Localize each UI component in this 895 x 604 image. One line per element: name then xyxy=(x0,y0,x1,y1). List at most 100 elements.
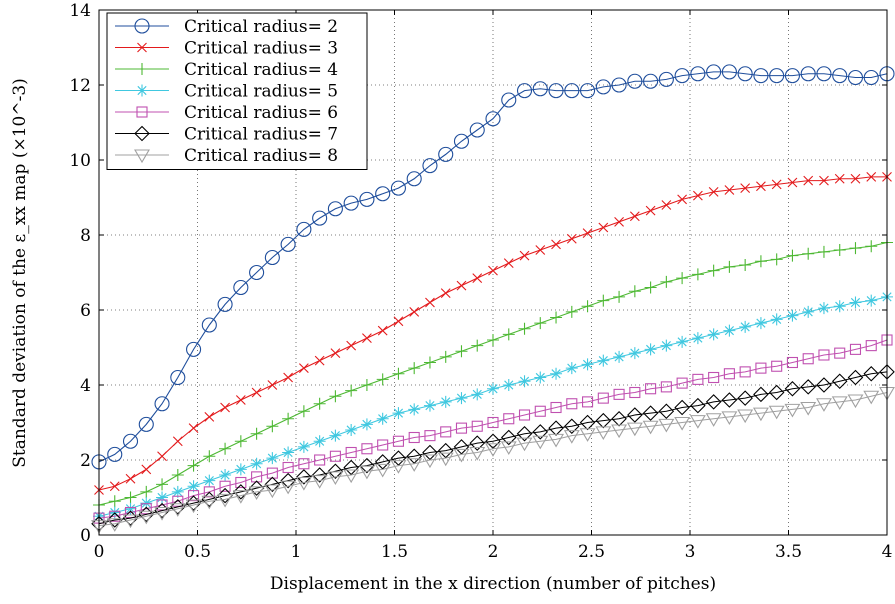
data-point xyxy=(737,409,754,424)
data-point xyxy=(171,469,184,481)
y-tick-label: 12 xyxy=(69,76,91,96)
data-point xyxy=(831,373,848,390)
data-point xyxy=(235,476,247,489)
data-point xyxy=(188,490,200,502)
data-point xyxy=(564,418,580,435)
data-point xyxy=(220,402,230,413)
data-point xyxy=(771,179,782,190)
data-point xyxy=(787,177,798,188)
data-point xyxy=(691,268,704,281)
data-point xyxy=(264,476,281,493)
data-point xyxy=(359,457,375,474)
data-point xyxy=(834,173,845,184)
data-point xyxy=(721,64,737,80)
data-point xyxy=(802,247,815,260)
data-point xyxy=(251,387,262,398)
data-point xyxy=(282,446,295,459)
data-point xyxy=(187,480,200,493)
data-point xyxy=(784,403,801,418)
data-point xyxy=(768,384,785,401)
data-point xyxy=(266,452,279,465)
data-point xyxy=(645,383,657,395)
data-point xyxy=(771,360,783,372)
data-point xyxy=(329,450,341,462)
data-point xyxy=(581,358,594,371)
legend-marker xyxy=(134,18,150,34)
data-point xyxy=(107,446,123,462)
data-point xyxy=(138,510,155,525)
series-line xyxy=(98,176,887,491)
data-point xyxy=(786,309,799,322)
data-point xyxy=(122,514,139,529)
series-2 xyxy=(94,171,892,495)
data-point xyxy=(108,495,121,508)
data-point xyxy=(187,459,200,472)
data-point xyxy=(109,481,120,492)
data-point xyxy=(863,69,879,86)
data-point xyxy=(755,362,767,374)
x-tick-label: 2 xyxy=(488,542,499,562)
data-point xyxy=(818,349,830,361)
data-point xyxy=(565,362,578,375)
data-point xyxy=(219,480,231,492)
data-point xyxy=(501,92,517,108)
data-point xyxy=(784,380,801,397)
data-point xyxy=(280,236,296,252)
data-point xyxy=(157,451,167,462)
series-layer xyxy=(91,64,895,534)
data-point xyxy=(534,317,547,330)
data-point xyxy=(597,354,610,367)
data-point xyxy=(516,83,533,99)
data-point xyxy=(550,367,563,380)
data-point xyxy=(169,503,186,517)
data-point xyxy=(425,297,435,308)
data-point xyxy=(847,394,864,409)
data-point xyxy=(313,435,326,448)
data-point xyxy=(422,158,438,174)
data-point xyxy=(723,324,736,337)
data-point xyxy=(756,181,766,192)
data-point xyxy=(122,510,139,526)
legend-label: Critical radius= 2 xyxy=(184,17,338,37)
data-point xyxy=(186,341,202,357)
data-point xyxy=(154,396,170,412)
data-point xyxy=(551,239,561,250)
data-point xyxy=(327,463,344,480)
series-line xyxy=(98,241,888,506)
series-1 xyxy=(91,64,895,470)
data-point xyxy=(140,503,152,515)
data-point xyxy=(768,405,785,420)
data-point xyxy=(500,441,517,455)
data-point xyxy=(817,245,830,258)
data-point xyxy=(643,73,659,89)
data-point xyxy=(832,68,848,84)
data-point xyxy=(106,512,123,528)
data-point xyxy=(723,260,736,273)
data-point xyxy=(172,495,184,507)
data-point xyxy=(314,454,326,466)
data-point xyxy=(313,397,326,410)
data-point xyxy=(170,499,186,515)
series-7 xyxy=(91,386,895,534)
data-point xyxy=(375,186,391,202)
data-point xyxy=(628,285,641,298)
data-point xyxy=(314,355,325,366)
data-point xyxy=(423,399,436,412)
data-point xyxy=(849,296,862,309)
data-point xyxy=(296,221,312,237)
data-point xyxy=(532,81,548,97)
data-point xyxy=(629,386,641,399)
data-point xyxy=(390,180,406,196)
data-point xyxy=(581,300,594,313)
data-point xyxy=(312,210,328,226)
data-point xyxy=(329,390,342,403)
legend-label: Critical radius= 7 xyxy=(184,125,338,145)
data-point xyxy=(863,365,880,382)
legend-marker xyxy=(136,106,148,118)
data-point xyxy=(865,240,878,253)
data-point xyxy=(705,394,722,410)
x-tick-label: 1 xyxy=(291,542,302,562)
data-point xyxy=(532,424,549,440)
data-point xyxy=(472,273,483,284)
data-point xyxy=(535,245,546,255)
